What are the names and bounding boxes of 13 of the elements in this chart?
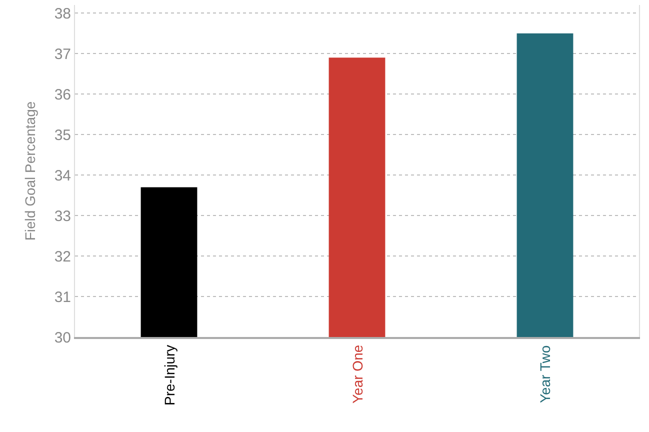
y-tick-label: 30 <box>54 329 71 346</box>
x-tick-label: Pre-Injury <box>162 344 178 406</box>
y-tick-label: 38 <box>54 5 71 22</box>
y-tick-label: 35 <box>54 126 71 144</box>
y-tick-label: 37 <box>54 46 71 63</box>
y-tick-label: 32 <box>54 248 71 266</box>
y-tick-label: 33 <box>54 208 71 225</box>
y-tick-label: 34 <box>54 167 71 184</box>
x-tick-label: Year Two <box>537 345 553 403</box>
y-axis-title: Field Goal Percentage <box>22 101 38 241</box>
x-tick-label: Year One <box>350 344 366 404</box>
y-tick-label: 36 <box>54 86 71 104</box>
y-tick-label: 31 <box>54 288 71 306</box>
